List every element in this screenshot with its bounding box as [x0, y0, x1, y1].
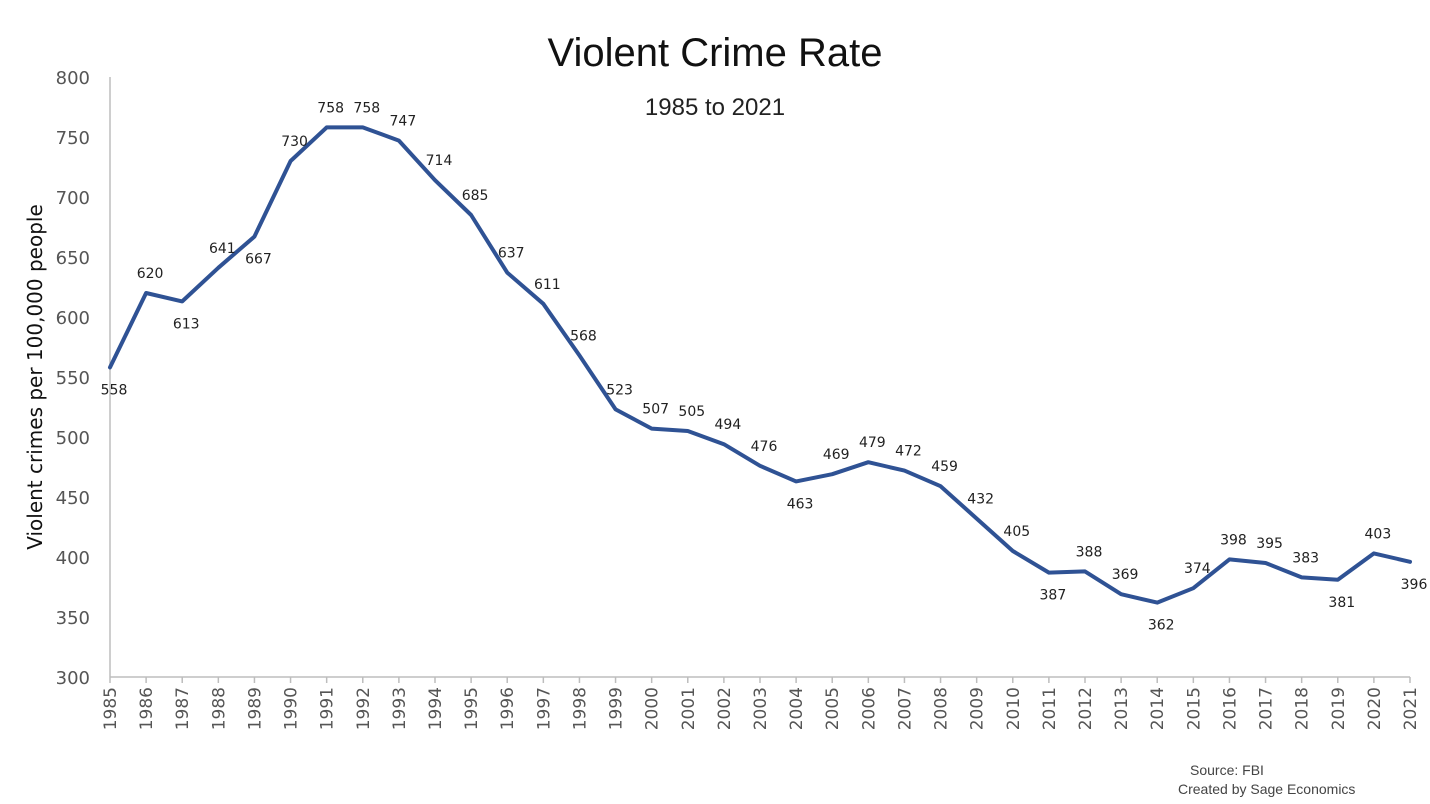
x-tick-label: 2016: [1220, 687, 1240, 730]
x-axis-ticks: 1985 1986 1987 1988 1989 1990 1991 1992 1993 1994…: [101, 677, 1421, 730]
data-label: 469: [823, 447, 850, 463]
x-tick-label: 2008: [932, 687, 952, 730]
x-tick-label: 1990: [282, 687, 302, 730]
chart-subtitle: 1985 to 2021: [645, 94, 785, 121]
data-label: 613: [173, 316, 200, 332]
credit-note: Created by Sage Economics: [1178, 781, 1355, 797]
x-tick-label: 1996: [498, 687, 518, 730]
data-label: 507: [642, 402, 669, 418]
x-tick-label: 2021: [1401, 687, 1421, 730]
y-tick-label: 650: [56, 248, 90, 269]
x-tick-label: 2009: [968, 687, 988, 730]
data-label: 369: [1112, 567, 1139, 583]
data-label: 374: [1184, 561, 1211, 577]
x-tick-label: 2006: [859, 687, 879, 730]
data-label: 568: [570, 328, 597, 344]
x-tick-label: 1987: [173, 687, 193, 730]
x-tick-label: 2011: [1040, 687, 1060, 730]
data-label: 714: [426, 153, 453, 169]
data-label: 395: [1256, 536, 1283, 552]
x-tick-label: 2007: [895, 687, 915, 730]
x-tick-label: 1989: [245, 687, 265, 730]
data-label: 476: [751, 439, 778, 455]
data-label: 362: [1148, 618, 1175, 634]
y-tick-label: 450: [56, 488, 90, 509]
x-tick-label: 2015: [1184, 687, 1204, 730]
data-label: 383: [1292, 550, 1319, 566]
data-label: 637: [498, 246, 525, 262]
y-axis-ticks: 300 350 400 450 500 550 600 650 700 750 800: [56, 68, 90, 689]
data-label: 405: [1003, 524, 1030, 540]
y-tick-label: 550: [56, 368, 90, 389]
data-labels: 558 620 613 641 667 730 758 758 747 714 685 637 611 5…: [101, 100, 1428, 633]
axes: [109, 77, 1410, 678]
data-label: 558: [101, 382, 128, 398]
x-tick-label: 2002: [715, 687, 735, 730]
data-label: 388: [1076, 544, 1103, 560]
x-tick-label: 1991: [318, 687, 338, 730]
x-tick-label: 1993: [390, 687, 410, 730]
x-tick-label: 1994: [426, 687, 446, 730]
data-label: 620: [137, 266, 164, 282]
y-tick-label: 600: [56, 308, 90, 329]
data-label: 459: [931, 459, 958, 475]
series-line: [108, 125, 1412, 605]
x-tick-label: 1985: [101, 687, 121, 730]
data-label: 758: [353, 100, 380, 116]
x-tick-label: 1988: [209, 687, 229, 730]
x-tick-label: 2018: [1293, 687, 1313, 730]
data-label: 387: [1040, 588, 1067, 604]
x-tick-label: 2013: [1112, 687, 1132, 730]
data-label: 667: [245, 252, 272, 268]
x-tick-label: 2004: [787, 687, 807, 730]
data-label: 685: [462, 188, 489, 204]
data-label: 505: [678, 404, 705, 420]
x-tick-label: 1999: [607, 687, 627, 730]
y-tick-label: 350: [56, 608, 90, 629]
data-label: 398: [1220, 532, 1247, 548]
y-tick-label: 800: [56, 68, 90, 89]
y-tick-label: 750: [56, 128, 90, 149]
x-tick-label: 2005: [823, 687, 843, 730]
x-tick-label: 1998: [570, 687, 590, 730]
data-label: 494: [715, 417, 742, 433]
x-tick-label: 1986: [137, 687, 157, 730]
y-tick-label: 700: [56, 188, 90, 209]
x-tick-label: 2010: [1004, 687, 1024, 730]
x-tick-label: 1992: [354, 687, 374, 730]
x-tick-label: 2000: [643, 687, 663, 730]
data-label: 611: [534, 277, 561, 293]
data-label: 403: [1365, 526, 1392, 542]
data-label: 472: [895, 444, 922, 460]
data-label: 523: [606, 382, 633, 398]
x-tick-label: 2012: [1076, 687, 1096, 730]
x-tick-label: 2001: [679, 687, 699, 730]
source-note: Source: FBI: [1190, 762, 1264, 778]
x-tick-label: 2019: [1329, 687, 1349, 730]
y-tick-label: 300: [56, 668, 90, 689]
y-tick-label: 400: [56, 548, 90, 569]
x-tick-label: 2020: [1365, 687, 1385, 730]
data-label: 396: [1401, 577, 1428, 593]
data-label: 463: [787, 496, 814, 512]
data-label: 730: [281, 134, 308, 150]
x-tick-label: 2017: [1257, 687, 1277, 730]
data-label: 747: [390, 114, 417, 130]
data-label: 381: [1328, 595, 1355, 611]
y-tick-label: 500: [56, 428, 90, 449]
data-label: 758: [317, 100, 344, 116]
chart-title: Violent Crime Rate: [548, 31, 883, 75]
y-axis-label: Violent crimes per 100,000 people: [23, 204, 47, 550]
data-label: 432: [967, 492, 994, 508]
x-tick-label: 2014: [1148, 687, 1168, 730]
series-lines: [108, 125, 1412, 605]
x-tick-label: 1995: [462, 687, 482, 730]
data-label: 641: [209, 241, 236, 257]
data-label: 479: [859, 435, 886, 451]
x-tick-label: 2003: [751, 687, 771, 730]
x-tick-label: 1997: [534, 687, 554, 730]
